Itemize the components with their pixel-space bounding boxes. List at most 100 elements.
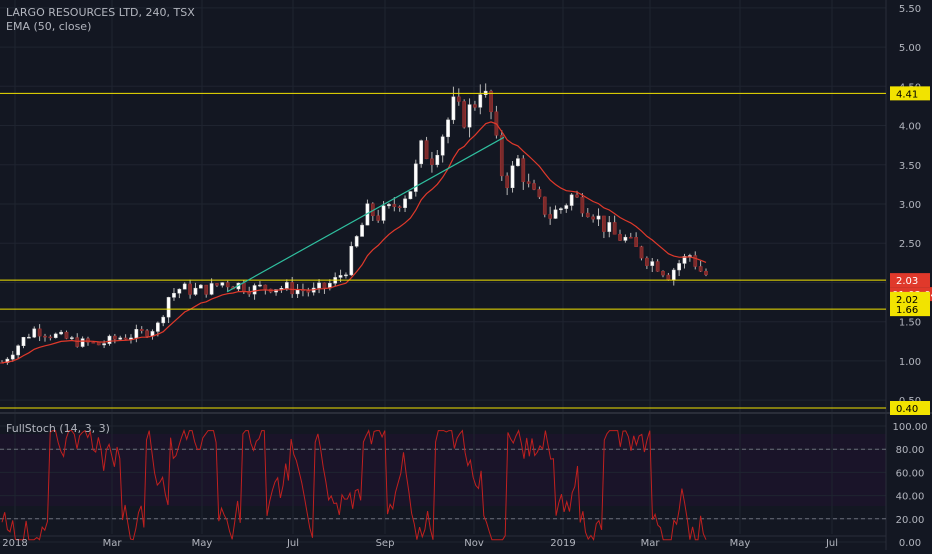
candle: [403, 198, 407, 208]
level-price-tag: [890, 401, 930, 415]
candle: [559, 208, 563, 211]
ema-legend: EMA (50, close): [6, 20, 92, 33]
candle: [91, 341, 96, 344]
time-tick-label: Jul: [825, 538, 838, 549]
trendline: [226, 136, 505, 293]
current-price-tag: [890, 291, 930, 306]
stoch-tick-label: 20.00: [896, 515, 925, 526]
candle: [424, 140, 429, 160]
candle: [354, 236, 359, 247]
candle: [381, 205, 386, 221]
candle: [430, 158, 434, 165]
candle: [123, 337, 128, 340]
candle: [166, 297, 171, 318]
candle: [290, 282, 295, 295]
candle: [43, 335, 47, 338]
candle: [338, 275, 343, 278]
time-tick-label: Mar: [103, 538, 123, 549]
candle: [591, 216, 595, 220]
candle: [139, 329, 144, 331]
candle: [440, 136, 445, 156]
candle: [344, 274, 348, 277]
candle: [693, 255, 698, 267]
stoch-tick-label: 0.00: [899, 538, 921, 549]
candle: [585, 212, 590, 218]
candle: [537, 189, 542, 198]
price-tick-label: 4.00: [899, 122, 921, 133]
candle: [70, 337, 74, 339]
price-tick-label: 5.50: [899, 4, 921, 15]
candle: [75, 337, 80, 347]
ema-line: [1, 121, 707, 364]
candle: [118, 337, 123, 340]
candle: [204, 284, 209, 295]
candle: [542, 196, 547, 215]
candle: [456, 96, 461, 102]
candle: [655, 261, 660, 272]
candle: [107, 335, 112, 344]
candle: [392, 204, 397, 207]
candle: [198, 284, 203, 289]
candle: [284, 282, 289, 289]
stoch-tick-label: 80.00: [896, 445, 925, 456]
candle: [182, 283, 187, 290]
stoch-line: [1, 429, 707, 542]
price-tick-label: 5.00: [899, 43, 921, 54]
candle: [102, 343, 106, 346]
stoch-legend: FullStoch (14, 3, 3): [6, 422, 110, 435]
candle: [607, 222, 612, 232]
candle: [478, 94, 483, 108]
candle: [161, 316, 166, 324]
candle: [526, 181, 531, 184]
price-tick-label: 3.00: [899, 200, 921, 211]
candle: [193, 287, 198, 295]
candle: [322, 282, 327, 289]
candle: [521, 158, 526, 182]
level-price-label: 2.03: [896, 276, 918, 287]
candle: [177, 288, 182, 294]
time-tick-label: 2019: [550, 538, 575, 549]
candle: [209, 283, 214, 295]
candle: [505, 175, 510, 189]
price-tick-label: 3.50: [899, 161, 921, 172]
candle: [548, 214, 553, 219]
candle: [661, 271, 665, 276]
candle: [451, 96, 456, 121]
time-tick-label: Jul: [286, 538, 299, 549]
candle: [172, 292, 176, 298]
candle: [64, 331, 69, 339]
candle: [263, 284, 268, 290]
candle: [397, 206, 402, 208]
level-price-tag: [890, 273, 930, 288]
candle: [612, 222, 617, 235]
candle: [188, 283, 192, 295]
candle: [96, 342, 101, 346]
candle: [376, 215, 381, 221]
candle: [145, 330, 149, 337]
current-price-label: 2.02: [896, 295, 918, 306]
candle: [225, 282, 230, 288]
candle: [489, 90, 493, 113]
candle: [48, 336, 53, 339]
candle: [37, 328, 42, 337]
candle: [408, 191, 413, 200]
candle: [634, 237, 638, 247]
candle: [360, 224, 364, 237]
stoch-band-fill: [0, 434, 886, 506]
time-tick-label: May: [192, 538, 213, 549]
time-tick-label: Sep: [376, 538, 395, 549]
candle: [317, 282, 321, 289]
candle: [387, 204, 391, 207]
candle: [645, 257, 649, 266]
candle: [628, 236, 633, 239]
candle: [666, 274, 671, 281]
candle: [80, 338, 85, 347]
stoch-tick-label: 100.00: [893, 422, 928, 433]
candle: [569, 194, 574, 206]
candle: [580, 196, 585, 214]
level-price-label: 0.40: [896, 404, 918, 415]
candle: [671, 269, 676, 281]
candle: [220, 282, 225, 286]
